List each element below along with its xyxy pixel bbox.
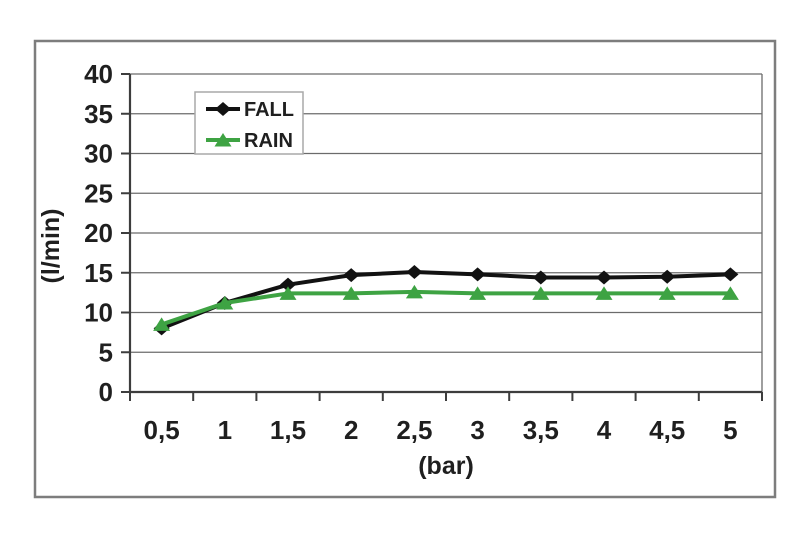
marker-rain-7 [595,286,613,300]
y-axis-tick-labels: 0 5 10 15 20 25 30 35 40 [84,59,113,407]
chart-border [33,39,777,499]
axes [121,73,763,401]
x-tick-label-1: 1 [218,415,232,445]
marker-fall-5 [469,267,486,282]
series-line-rain [159,289,733,327]
y-tick-label-0: 0 [99,377,113,407]
y-tick-label-15: 15 [84,258,113,288]
marker-rain-1 [216,295,234,310]
marker-fall-8 [659,269,676,284]
y-tick-label-5: 5 [99,337,113,367]
marker-rain-4 [405,284,423,299]
marker-rain-5 [469,286,487,300]
x-tick-label-7: 4 [597,415,612,445]
marker-rain-2 [279,286,297,300]
y-tick-label-40: 40 [84,59,113,89]
legend-box [194,91,304,155]
x-tick-label-4: 2,5 [396,415,432,445]
x-tick-label-8: 4,5 [649,415,685,445]
marker-fall-9 [722,267,739,282]
x-tick-label-3: 2 [344,415,358,445]
marker-fall-4 [406,264,423,279]
x-tick-label-9: 5 [723,415,737,445]
marker-fall-6 [532,270,549,285]
legend-label-rain: RAIN [244,130,293,152]
y-tick-label-10: 10 [84,298,113,328]
legend-item-rain: RAIN [206,130,293,152]
gridlines [130,73,763,392]
legend-label-fall: FALL [244,99,294,121]
legend-item-fall: FALL [206,99,294,121]
legend: FALL RAIN [194,91,304,155]
x-tick-label-5: 3 [470,415,484,445]
series-rain [153,284,739,331]
series-line-fall [159,269,733,331]
marker-rain-6 [532,286,550,300]
legend-marker-fall [215,102,231,116]
marker-fall-3 [343,268,360,283]
marker-fall-2 [280,277,296,292]
x-tick-label-6: 3,5 [523,415,559,445]
y-tick-label-25: 25 [84,178,113,208]
data-series [153,264,739,336]
marker-rain-9 [721,286,739,300]
x-axis-tick-labels: 0,5 1 1,5 2 2,5 3 3,5 4 4,5 5 [144,415,738,445]
x-tick-label-2: 1,5 [270,415,306,445]
marker-rain-8 [658,286,676,300]
legend-marker-rain [214,133,232,147]
marker-rain-3 [342,286,360,300]
y-axis-title: (l/min) [37,209,65,284]
x-axis-title: (bar) [418,452,474,480]
marker-rain-0 [153,317,171,331]
y-tick-label-30: 30 [84,139,113,169]
marker-fall-7 [596,270,612,285]
x-tick-label-0: 0,5 [144,415,180,445]
y-tick-label-35: 35 [84,99,113,129]
y-tick-label-20: 20 [84,218,113,248]
